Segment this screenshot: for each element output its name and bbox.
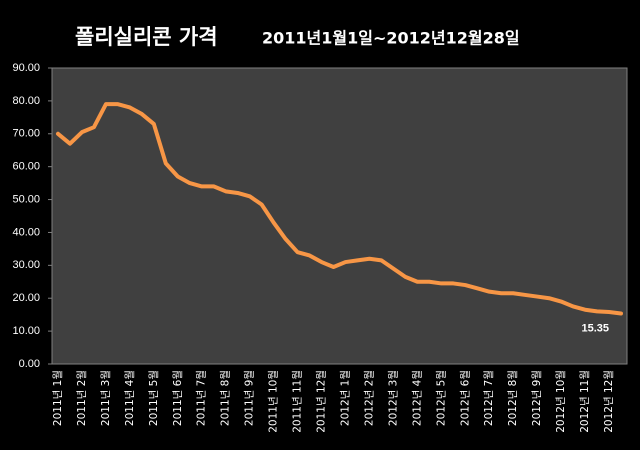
x-tick-label: 2011년 8월 [220, 370, 232, 426]
x-tick-label: 2012년 4월 [411, 370, 423, 426]
y-tick-label: 40.00 [12, 226, 40, 238]
price-line [55, 102, 624, 316]
x-tick-label: 2011년 11월 [292, 370, 304, 433]
y-tick-label: 50.00 [12, 193, 40, 205]
data-label: 15.35 [581, 322, 609, 334]
x-tick-label: 2012년 3월 [387, 370, 399, 426]
x-tick-label: 2012년 9월 [531, 370, 543, 426]
chart-title: 폴리실리콘 가격 [75, 25, 218, 49]
x-tick-label: 2012년 10월 [555, 370, 567, 433]
y-tick-label: 60.00 [12, 161, 40, 173]
x-tick-label: 2011년 10월 [268, 370, 280, 433]
x-tick-label: 2011년 4월 [124, 370, 136, 426]
x-tick-label: 2012년 12월 [603, 370, 615, 433]
y-tick-label: 20.00 [12, 292, 40, 304]
y-tick-label: 30.00 [12, 259, 40, 271]
y-tick-label: 70.00 [12, 128, 40, 140]
y-tick-label: 90.00 [12, 62, 40, 74]
x-tick-label: 2011년 9월 [244, 370, 256, 426]
x-tick-label: 2011년 5월 [148, 370, 160, 426]
x-tick-label: 2012년 5월 [435, 370, 447, 426]
x-tick-label: 2012년 6월 [459, 370, 471, 426]
x-tick-label: 2011년 1월 [52, 370, 64, 426]
x-tick-label: 2012년 8월 [507, 370, 519, 426]
x-tick-label: 2011년 3월 [100, 370, 112, 426]
x-tick-label: 2012년 11월 [579, 370, 591, 433]
x-tick-label: 2012년 7월 [483, 370, 495, 426]
y-tick-label: 10.00 [12, 325, 40, 337]
x-tick-label: 2011년 7월 [196, 370, 208, 426]
x-tick-label: 2011년 2월 [76, 370, 88, 426]
x-tick-label: 2011년 6월 [172, 370, 184, 426]
chart-subtitle: 2011년1월1일~2012년12월28일 [262, 29, 520, 48]
x-tick-label: 2011년 12월 [316, 370, 328, 433]
y-tick-label: 0.00 [19, 358, 40, 370]
y-tick-label: 80.00 [12, 95, 40, 107]
x-tick-label: 2012년 2월 [363, 370, 375, 426]
x-tick-label: 2012년 1월 [339, 370, 351, 426]
